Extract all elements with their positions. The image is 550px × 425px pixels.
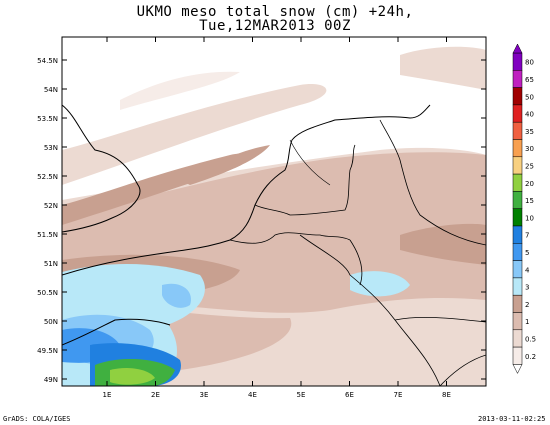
legend-swatch xyxy=(512,121,523,140)
legend-swatch xyxy=(512,87,523,106)
map-title-line1: UKMO meso total snow (cm) +24h, xyxy=(136,4,414,20)
legend-label: 50 xyxy=(525,93,534,101)
lon-label: 6E xyxy=(345,391,354,399)
lat-label: 50N xyxy=(44,318,58,326)
legend-label: 25 xyxy=(525,162,534,170)
lat-label: 52N xyxy=(44,202,58,210)
legend-label: 15 xyxy=(525,197,534,205)
legend-swatch xyxy=(512,52,523,71)
legend-label: 1 xyxy=(525,318,529,326)
legend-swatch xyxy=(512,104,523,123)
legend-label: 20 xyxy=(525,180,534,188)
legend-label: 80 xyxy=(525,59,534,67)
legend-swatch xyxy=(512,277,523,296)
footer-left: GrADS: COLA/IGES xyxy=(3,415,71,423)
legend-swatch xyxy=(512,156,523,175)
legend-bottom-arrow xyxy=(512,364,523,374)
legend-swatch xyxy=(512,243,523,261)
lat-label: 53N xyxy=(44,144,58,152)
legend-swatch xyxy=(512,70,523,88)
color-legend: 80 65 50 40 35 30 25 20 15 10 7 5 4 3 2 1 0.5 0.2 xyxy=(512,43,536,374)
legend-label: 30 xyxy=(525,145,534,153)
lon-label: 3E xyxy=(200,391,209,399)
legend-swatch xyxy=(512,294,523,313)
legend-swatch xyxy=(512,191,523,209)
lon-label: 4E xyxy=(248,391,257,399)
lat-label: 51.5N xyxy=(37,231,58,239)
legend-label: 65 xyxy=(525,76,534,84)
legend-label: 2 xyxy=(525,301,529,309)
lat-label: 54N xyxy=(44,86,58,94)
map-title-line2: Tue,12MAR2013 00Z xyxy=(199,18,351,34)
lat-label: 49.5N xyxy=(37,347,58,355)
legend-swatch xyxy=(512,346,523,365)
lat-label: 50.5N xyxy=(37,289,58,297)
lon-label: 8E xyxy=(442,391,451,399)
lat-label: 54.5N xyxy=(37,57,58,65)
coastlines xyxy=(62,104,431,346)
lon-label: 7E xyxy=(394,391,403,399)
snow-field xyxy=(62,37,486,386)
legend-top-arrow xyxy=(512,43,523,54)
country-borders xyxy=(229,119,486,386)
legend-swatch xyxy=(512,329,523,348)
legend-label: 0.2 xyxy=(525,353,536,361)
legend-label: 4 xyxy=(525,266,530,274)
legend-swatch xyxy=(512,173,523,192)
legend-label: 3 xyxy=(525,284,529,292)
legend-swatch xyxy=(512,225,523,244)
legend-label: 40 xyxy=(525,111,534,119)
lon-label: 1E xyxy=(103,391,112,399)
lon-label: 5E xyxy=(297,391,306,399)
legend-swatch xyxy=(512,312,523,331)
longitude-axis: 1E 2E 3E 4E 5E 6E 7E 8E xyxy=(103,37,451,399)
lat-label: 53.5N xyxy=(37,115,58,123)
legend-swatch xyxy=(512,139,523,158)
legend-label: 35 xyxy=(525,128,534,136)
legend-swatch xyxy=(512,208,523,227)
legend-swatch xyxy=(512,260,523,279)
lat-label: 52.5N xyxy=(37,173,58,181)
lat-label: 51N xyxy=(44,260,58,268)
legend-label: 5 xyxy=(525,249,529,257)
legend-label: 10 xyxy=(525,214,534,222)
legend-label: 0.5 xyxy=(525,335,536,343)
latitude-axis: 54.5N 54N 53.5N 53N 52.5N 52N 51.5N 51N 50.5N 50N… xyxy=(37,57,486,384)
lon-label: 2E xyxy=(151,391,160,399)
legend-label: 7 xyxy=(525,232,529,240)
lat-label: 49N xyxy=(44,376,58,384)
footer-right: 2013-03-11-02:25 xyxy=(478,415,546,423)
map-frame xyxy=(61,36,487,387)
